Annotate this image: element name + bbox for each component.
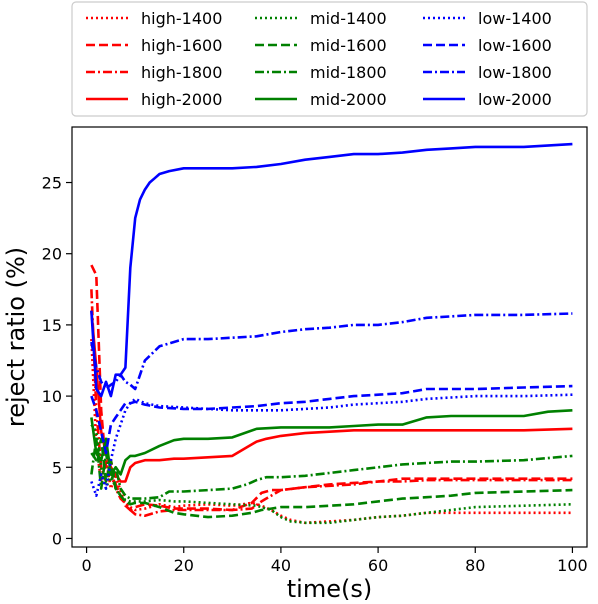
y-axis-label: reject ratio (%) [2, 247, 30, 427]
legend-label-low-1400: low-1400 [478, 9, 552, 28]
legend: high-1400 high-1600 high-1800 high-2000 mid-… [71, 1, 588, 117]
x-tick-label: 20 [174, 556, 194, 575]
legend-label-mid-1400: mid-1400 [310, 9, 387, 28]
x-tick-label: 100 [557, 556, 588, 575]
series-line-high-1800 [90, 289, 573, 517]
y-tick-label: 20 [42, 245, 62, 264]
legend-label-mid-2000: mid-2000 [310, 90, 387, 109]
axes: 0 20 40 60 80 100 0 5 10 15 20 25 time(s) reject rati… [2, 126, 588, 603]
y-tick-label: 0 [52, 529, 62, 548]
y-tick-label: 5 [52, 458, 62, 477]
legend-box [71, 1, 588, 117]
legend-label-high-2000: high-2000 [141, 90, 222, 109]
x-tick-label: 60 [368, 556, 388, 575]
plot-area [90, 142, 573, 525]
series-line-mid-1400 [90, 423, 573, 525]
y-tick-label: 15 [42, 316, 62, 335]
legend-label-mid-1800: mid-1800 [310, 63, 387, 82]
x-axis-label: time(s) [287, 575, 372, 603]
legend-label-low-1800: low-1800 [478, 63, 552, 82]
series-line-low-1800 [90, 312, 573, 391]
series-line-high-2000 [90, 310, 573, 483]
series-line-low-1600 [90, 384, 573, 455]
legend-label-high-1600: high-1600 [141, 36, 222, 55]
legend-label-mid-1600: mid-1600 [310, 36, 387, 55]
y-tick-label: 10 [42, 387, 62, 406]
legend-label-high-1800: high-1800 [141, 63, 222, 82]
x-tick-label: 80 [465, 556, 485, 575]
x-tick-label: 40 [271, 556, 291, 575]
series-line-low-2000 [90, 142, 573, 398]
plot-frame [71, 126, 588, 548]
y-tick-label: 25 [42, 174, 62, 193]
series-line-mid-2000 [90, 409, 573, 476]
legend-label-low-2000: low-2000 [478, 90, 552, 109]
series-group [90, 142, 573, 525]
series-line-mid-1800 [90, 437, 573, 500]
series-line-mid-1600 [90, 437, 573, 519]
legend-label-low-1600: low-1600 [478, 36, 552, 55]
legend-label-high-1400: high-1400 [141, 9, 222, 28]
x-tick-label: 0 [81, 556, 91, 575]
series-line-high-1600 [90, 264, 573, 512]
